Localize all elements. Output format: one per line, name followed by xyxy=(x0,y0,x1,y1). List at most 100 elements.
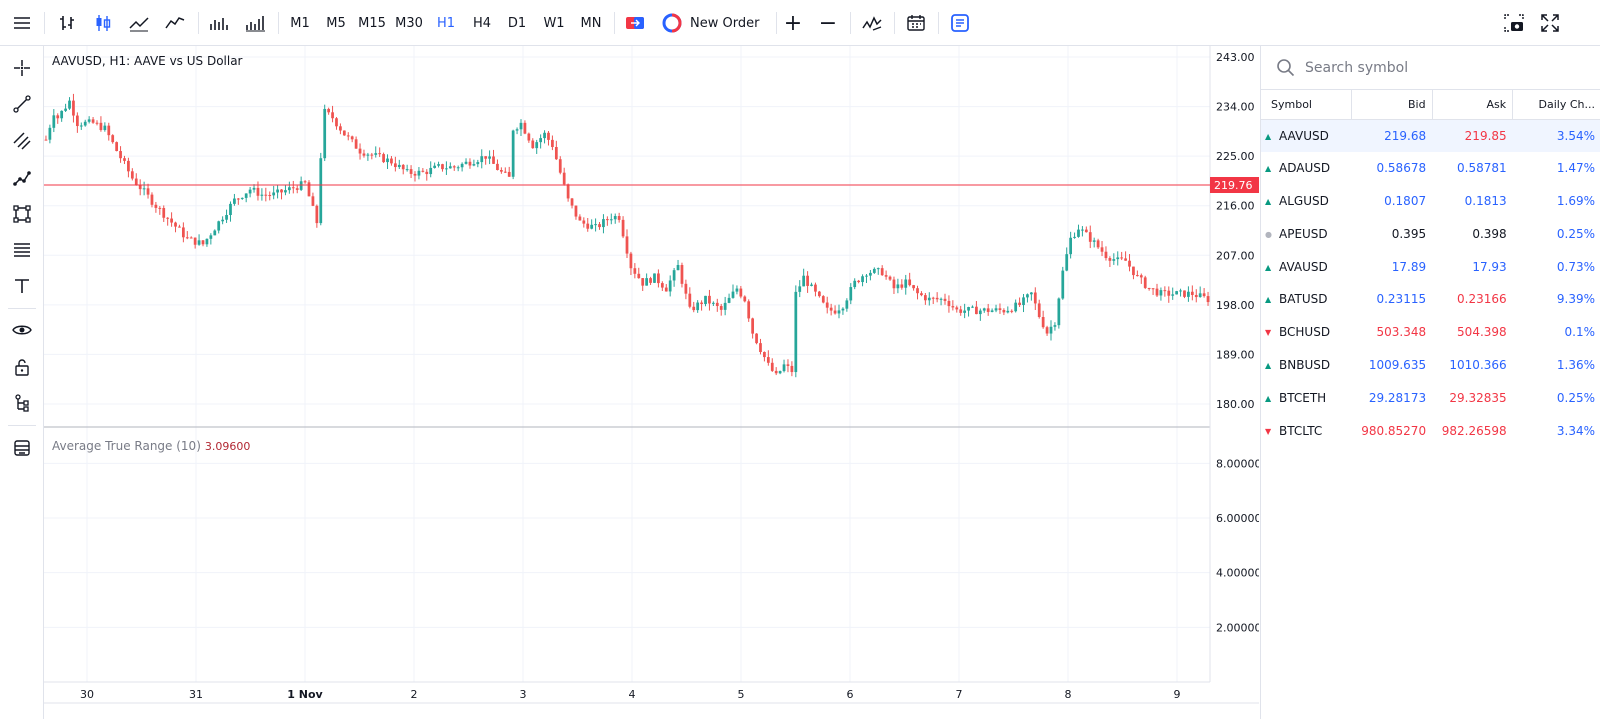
shapes-icon[interactable] xyxy=(6,198,38,230)
one-click-trading-icon[interactable] xyxy=(622,8,648,38)
fullscreen-icon[interactable] xyxy=(1536,8,1564,38)
watchlist-toggle-icon[interactable] xyxy=(946,8,974,38)
column-ask[interactable]: Ask xyxy=(1432,90,1514,120)
timeframe-h4[interactable]: H4 xyxy=(472,15,492,31)
candle-body xyxy=(1022,297,1025,306)
candle-body xyxy=(739,288,743,297)
watchlist-row[interactable]: ▲ AVAUSD 17.89 17.93 0.73% xyxy=(1261,250,1600,283)
watchlist-row[interactable]: ▲ AAVUSD 219.68 219.85 3.54% xyxy=(1261,119,1600,152)
current-price-label: 219.76 xyxy=(1214,179,1253,192)
watchlist-row[interactable]: ▲ ALGUSD 0.1807 0.1813 1.69% xyxy=(1261,185,1600,218)
watchlist-row[interactable]: ▼ BCHUSD 503.348 504.398 0.1% xyxy=(1261,316,1600,349)
candle-body xyxy=(578,216,582,221)
watchlist-row[interactable]: ▲ BTCETH 29.28173 29.32835 0.25% xyxy=(1261,381,1600,414)
atr-axis-label: 2.00000 xyxy=(1216,621,1259,634)
chart-panel[interactable]: 30 31 1 Nov 2 3 4 5 6 7 8 9 243.00 234.00 225.00 216.0… xyxy=(44,46,1259,719)
candle-body xyxy=(766,357,770,363)
candle-body xyxy=(727,297,731,303)
timeframe-h1[interactable]: H1 xyxy=(436,15,456,31)
candle-body xyxy=(272,192,276,196)
volume-profile-icon[interactable] xyxy=(242,8,268,38)
calendar-icon[interactable] xyxy=(902,8,930,38)
layers-icon[interactable] xyxy=(6,432,38,464)
time-axis-label: 8 xyxy=(1065,688,1072,701)
candle-body xyxy=(256,187,260,196)
candle-body xyxy=(947,300,951,307)
candle-body xyxy=(185,237,189,239)
candle-body xyxy=(354,139,358,149)
candle-body xyxy=(711,302,715,304)
candle-body xyxy=(896,284,900,289)
time-axis-label: 31 xyxy=(189,688,203,701)
eye-icon[interactable] xyxy=(6,314,38,346)
path-icon[interactable] xyxy=(6,162,38,194)
candle-body xyxy=(60,110,64,119)
candle-body xyxy=(346,135,350,137)
column-bid[interactable]: Bid xyxy=(1351,90,1433,120)
candle-body xyxy=(1108,258,1112,261)
zoom-out-button[interactable]: − xyxy=(818,10,838,36)
watchlist-ask: 219.85 xyxy=(1432,119,1513,152)
volume-icon[interactable] xyxy=(206,8,232,38)
new-order-button[interactable]: New Order xyxy=(662,8,772,38)
watchlist-row[interactable]: ▲ BNBUSD 1009.635 1010.366 1.36% xyxy=(1261,349,1600,382)
line-chart-icon[interactable] xyxy=(126,8,152,38)
zoom-in-button[interactable]: + xyxy=(783,10,803,36)
candle-body xyxy=(95,122,99,124)
fib-icon[interactable] xyxy=(6,234,38,266)
candle-body xyxy=(770,362,774,371)
timeframe-m15[interactable]: M15 xyxy=(358,15,386,31)
watchlist-row[interactable]: ▲ BATUSD 0.23115 0.23166 9.39% xyxy=(1261,283,1600,316)
candle-body xyxy=(971,306,974,308)
timeframe-mn[interactable]: MN xyxy=(580,15,602,31)
candle-body xyxy=(543,132,546,139)
screenshot-icon[interactable] xyxy=(1500,8,1528,38)
candlestick-chart[interactable]: 30 31 1 Nov 2 3 4 5 6 7 8 9 243.00 234.00 225.00 216.0… xyxy=(44,46,1259,719)
channel-icon[interactable] xyxy=(6,125,38,157)
candle-body xyxy=(1084,229,1088,233)
watchlist-row[interactable]: ▼ BTCLTC 980.85270 982.26598 3.34% xyxy=(1261,414,1600,447)
trend-line-icon[interactable] xyxy=(6,88,38,120)
candle-body xyxy=(605,219,609,221)
search-input[interactable] xyxy=(1305,59,1565,76)
up-arrow-icon: ▲ xyxy=(1265,196,1272,206)
indicators-icon[interactable] xyxy=(858,8,886,38)
watchlist-row[interactable]: ▲ ADAUSD 0.58678 0.58781 1.47% xyxy=(1261,152,1600,185)
lock-icon[interactable] xyxy=(6,351,38,383)
candle-body xyxy=(1171,294,1175,296)
column-daily-change[interactable]: Daily Ch... xyxy=(1512,90,1600,120)
timeframe-m30[interactable]: M30 xyxy=(395,15,423,31)
candle-body xyxy=(83,121,87,126)
up-arrow-icon: ▲ xyxy=(1265,262,1272,272)
price-axis-label: 180.00 xyxy=(1216,398,1255,411)
text-icon[interactable] xyxy=(6,270,38,302)
timeframe-m1[interactable]: M1 xyxy=(290,15,310,31)
price-axis-label: 243.00 xyxy=(1216,51,1255,64)
candle-body xyxy=(1116,257,1120,260)
candle-body xyxy=(233,198,236,204)
timeframe-w1[interactable]: W1 xyxy=(543,15,565,31)
candle-body xyxy=(499,170,503,172)
crosshair-icon[interactable] xyxy=(6,52,38,84)
area-chart-icon[interactable] xyxy=(162,8,188,38)
watchlist-bid: 219.68 xyxy=(1351,119,1433,152)
candlestick-icon[interactable] xyxy=(90,8,116,38)
tree-icon[interactable] xyxy=(6,387,38,419)
bar-chart-icon[interactable] xyxy=(54,8,80,38)
candle-body xyxy=(645,278,649,286)
candle-body xyxy=(1139,275,1143,278)
column-symbol[interactable]: Symbol xyxy=(1261,90,1353,120)
candle-body xyxy=(810,284,813,286)
candle-body xyxy=(503,171,507,173)
candle-body xyxy=(1037,303,1041,318)
candle-body xyxy=(75,115,79,127)
timeframe-m5[interactable]: M5 xyxy=(326,15,346,31)
candle-body xyxy=(1045,327,1049,334)
timeframe-d1[interactable]: D1 xyxy=(507,15,527,31)
candle-body xyxy=(111,135,115,143)
watchlist-row[interactable]: ● APEUSD 0.395 0.398 0.25% xyxy=(1261,217,1600,250)
candle-body xyxy=(260,194,264,196)
watchlist-symbol: ALGUSD xyxy=(1279,193,1329,208)
candle-body xyxy=(633,268,637,274)
menu-icon[interactable] xyxy=(8,8,36,38)
